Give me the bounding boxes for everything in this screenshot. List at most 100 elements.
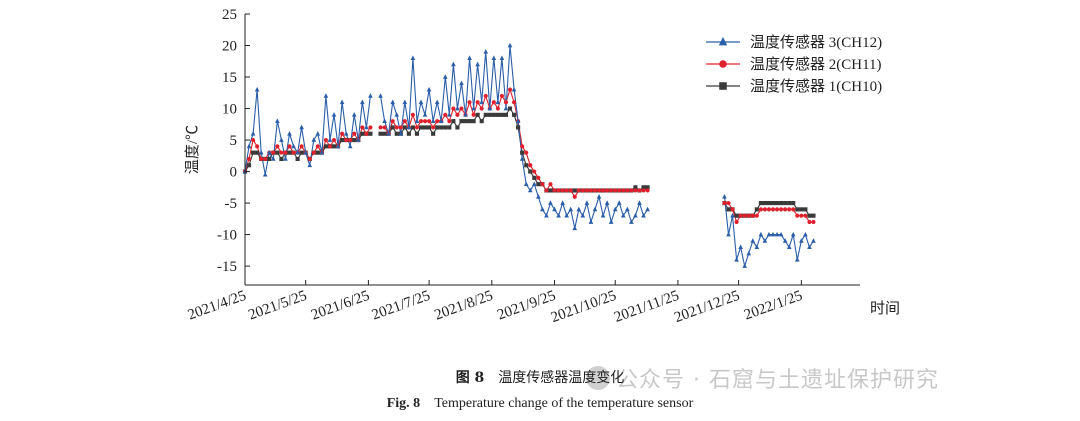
- series-1-point: [774, 231, 780, 237]
- series-1-point: [246, 143, 252, 149]
- series-2-point: [524, 150, 529, 155]
- series-2-point: [451, 106, 456, 111]
- legend-marker: [719, 82, 727, 90]
- series-3-point: [394, 131, 399, 136]
- series-1-point: [738, 244, 743, 250]
- series-3-point: [340, 137, 345, 143]
- series-2-point: [331, 137, 337, 143]
- series-1-point: [398, 130, 404, 136]
- series-1-point: [811, 238, 816, 243]
- series-3-point: [520, 150, 525, 155]
- series-2-point: [368, 125, 373, 130]
- series-3-point: [443, 125, 448, 130]
- series-2-point: [787, 207, 792, 212]
- series-3-point: [414, 131, 420, 136]
- series-2-point: [548, 182, 553, 187]
- series-1-point: [794, 257, 800, 262]
- series-1-point: [459, 80, 464, 86]
- series-3-point: [402, 125, 407, 130]
- y-tick-label: 0: [230, 165, 238, 181]
- series-1-point: [303, 149, 308, 155]
- series-3-point: [734, 213, 739, 218]
- series-2-point: [251, 137, 256, 143]
- series-1-point: [414, 118, 420, 123]
- series-3-point: [447, 125, 452, 130]
- series-1-point: [299, 124, 304, 130]
- series-3-point: [251, 150, 256, 155]
- series-2-point: [803, 213, 808, 218]
- series-1-point: [422, 112, 428, 117]
- series-2-point: [360, 125, 365, 130]
- legend-label: 温度传感器 2(CH11): [750, 56, 882, 73]
- series-2-point: [479, 106, 484, 111]
- series-1-point: [307, 162, 313, 168]
- series-3-point: [463, 119, 468, 124]
- series-2-point: [511, 100, 517, 105]
- y-tick-label: 5: [230, 133, 238, 149]
- x-tick-label: 2021/10/25: [549, 288, 619, 326]
- x-tick-label: 2021/12/25: [672, 288, 742, 326]
- series-3-point: [479, 119, 484, 124]
- series-3-point: [762, 200, 767, 206]
- series-2-point: [617, 188, 622, 193]
- series-2-point: [734, 219, 739, 225]
- figure-title-cn: 温度传感器温度变化: [498, 370, 625, 386]
- series-1-point: [507, 42, 513, 48]
- series-2-point: [443, 112, 448, 117]
- series-2-point: [609, 188, 614, 193]
- series-1-point: [343, 130, 349, 136]
- y-tick-label: 15: [222, 70, 237, 86]
- series-1-point: [519, 156, 525, 161]
- series-1-point: [803, 231, 808, 237]
- series-1-point: [378, 93, 383, 98]
- series-1-point: [807, 244, 812, 250]
- series-1-point: [742, 263, 747, 268]
- x-axis-label: 时间: [870, 300, 900, 317]
- series-1-line-1: [244, 89, 371, 176]
- x-tick-label: 2021/9/25: [495, 288, 558, 324]
- series-1-point: [770, 231, 776, 237]
- series-3-point: [455, 125, 460, 130]
- series-2-point: [348, 137, 353, 143]
- series-2-point: [540, 182, 545, 187]
- series-3-point: [459, 119, 464, 124]
- series-3-point: [431, 131, 436, 136]
- series-3-point: [435, 125, 440, 130]
- series-2-point: [246, 156, 252, 162]
- series-3-point: [754, 207, 759, 212]
- series-2-point: [283, 150, 288, 155]
- series-2-point: [605, 188, 610, 193]
- series-1-point: [645, 206, 650, 212]
- series-2-point: [791, 207, 796, 212]
- series-2-point: [287, 144, 292, 149]
- series-2-point: [811, 219, 816, 225]
- series-1-point: [633, 212, 638, 218]
- series-1-point: [382, 118, 387, 123]
- series-1-point: [523, 181, 529, 187]
- series-2-point: [390, 119, 395, 124]
- series-2-point: [455, 112, 460, 117]
- series-2-point: [435, 119, 440, 124]
- series-1-point: [726, 231, 731, 237]
- series-1-point: [568, 206, 574, 212]
- series-1-point: [491, 55, 497, 60]
- series-3-point: [803, 207, 808, 212]
- series-2-point: [722, 200, 727, 206]
- series-1-point: [499, 55, 505, 60]
- series-1-point: [560, 200, 565, 205]
- series-1-point: [487, 105, 493, 111]
- series-1-point: [360, 99, 365, 105]
- series-1-point: [351, 112, 357, 117]
- series-3-point: [511, 112, 517, 117]
- series-2-point: [637, 188, 642, 193]
- series-3-point: [774, 200, 780, 206]
- series-1-point: [479, 99, 484, 105]
- series-2-point: [291, 150, 296, 155]
- series-2-point: [340, 131, 345, 136]
- series-3-point: [323, 144, 328, 149]
- y-axis-label: 温度/℃: [184, 125, 201, 174]
- series-2-point: [621, 188, 626, 193]
- series-2-point: [394, 125, 399, 130]
- series-2-point: [633, 188, 638, 193]
- series-3-point: [487, 112, 492, 117]
